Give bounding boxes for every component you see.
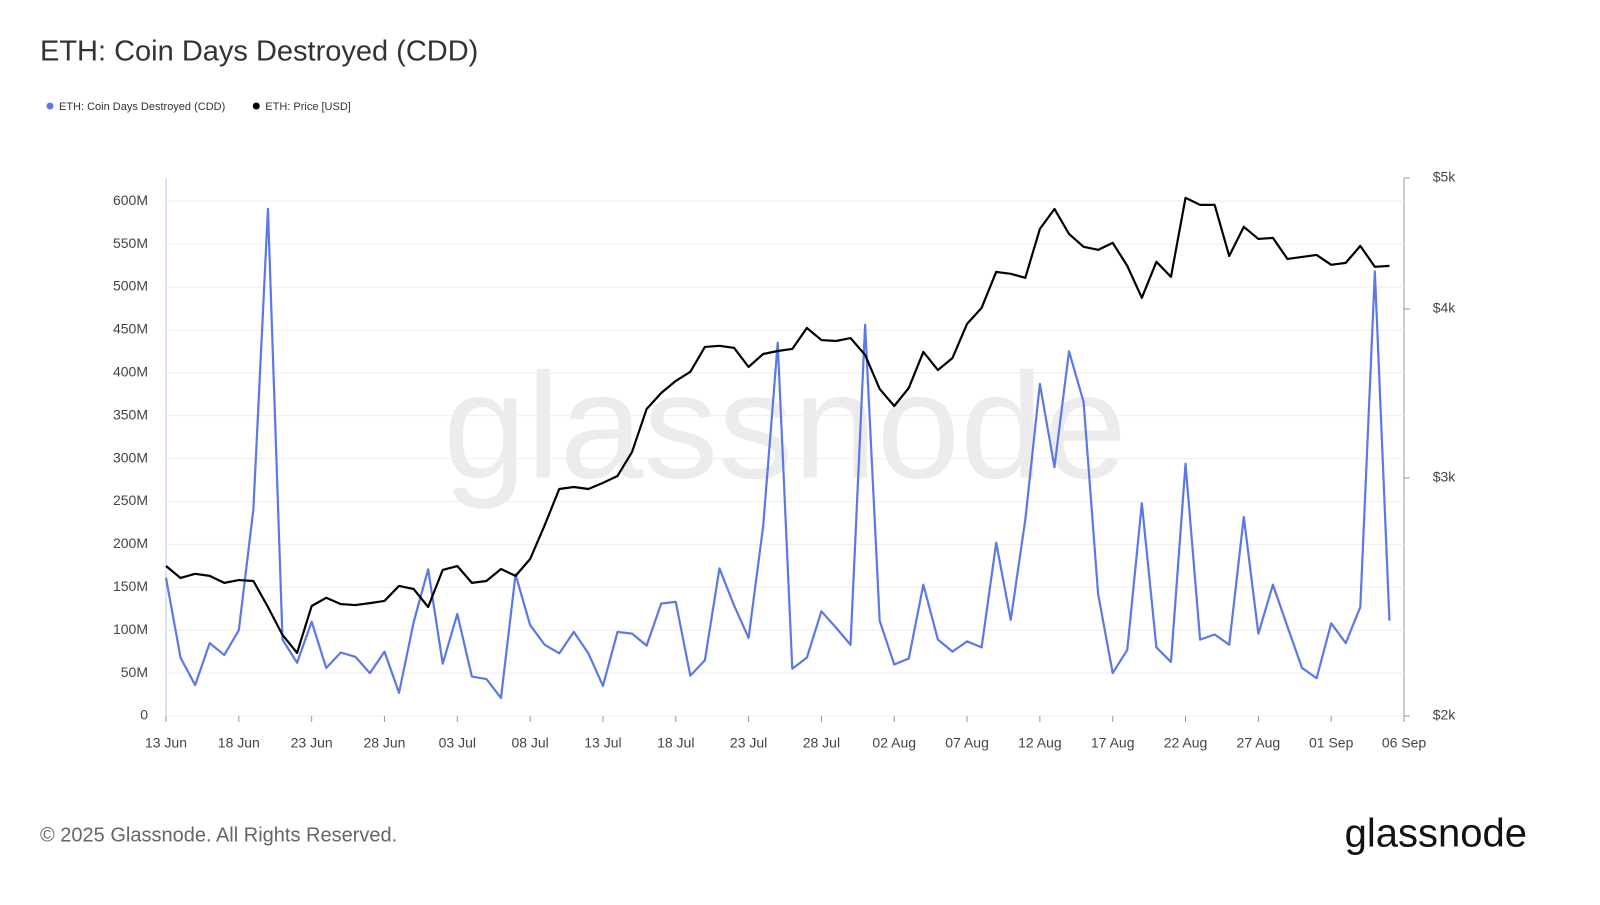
y-tick-label: 600M (113, 192, 148, 208)
chart-title: ETH: Coin Days Destroyed (CDD) (40, 36, 478, 68)
x-tick-label: 08 Jul (511, 735, 548, 751)
y2-tick-label: $3k (1433, 469, 1457, 485)
legend-label: ETH: Coin Days Destroyed (CDD) (59, 101, 225, 113)
x-tick-label: 07 Aug (945, 735, 989, 751)
y2-tick-label: $4k (1433, 300, 1457, 316)
logo: glassnode (1345, 812, 1527, 856)
x-tick-label: 13 Jul (584, 735, 621, 751)
legend-marker (46, 102, 54, 110)
y-tick-label: 0 (140, 707, 148, 723)
x-tick-label: 18 Jun (218, 735, 260, 751)
y-tick-label: 50M (121, 664, 148, 680)
x-tick-label: 01 Sep (1309, 735, 1354, 751)
y-tick-label: 100M (113, 621, 148, 637)
x-tick-label: 13 Jun (145, 735, 187, 751)
y-tick-label: 350M (113, 406, 148, 422)
y-tick-label: 200M (113, 535, 148, 551)
series-line (164, 207, 1391, 700)
copyright: © 2025 Glassnode. All Rights Reserved. (40, 824, 397, 846)
y2-tick-label: $2k (1433, 707, 1457, 723)
y2-tick-label: $5k (1433, 169, 1457, 185)
legend-label: ETH: Price [USD] (265, 101, 351, 113)
legend-marker (252, 102, 260, 110)
x-tick-label: 17 Aug (1091, 735, 1135, 751)
x-tick-label: 03 Jul (439, 735, 476, 751)
y-tick-label: 250M (113, 492, 148, 508)
x-tick-label: 06 Sep (1382, 735, 1427, 751)
x-tick-label: 18 Jul (657, 735, 694, 751)
y-tick-label: 300M (113, 449, 148, 465)
x-tick-label: 28 Jun (363, 735, 405, 751)
x-tick-label: 23 Jul (730, 735, 767, 751)
x-tick-label: 27 Aug (1237, 735, 1281, 751)
x-tick-label: 02 Aug (872, 735, 916, 751)
x-tick-label: 22 Aug (1164, 735, 1208, 751)
y-tick-label: 500M (113, 278, 148, 294)
x-tick-label: 28 Jul (803, 735, 840, 751)
y-tick-label: 550M (113, 235, 148, 251)
x-tick-label: 23 Jun (291, 735, 333, 751)
series-line (165, 196, 1390, 654)
y-tick-label: 150M (113, 578, 148, 594)
y-tick-label: 450M (113, 321, 148, 337)
y-tick-label: 400M (113, 363, 148, 379)
x-tick-label: 12 Aug (1018, 735, 1062, 751)
